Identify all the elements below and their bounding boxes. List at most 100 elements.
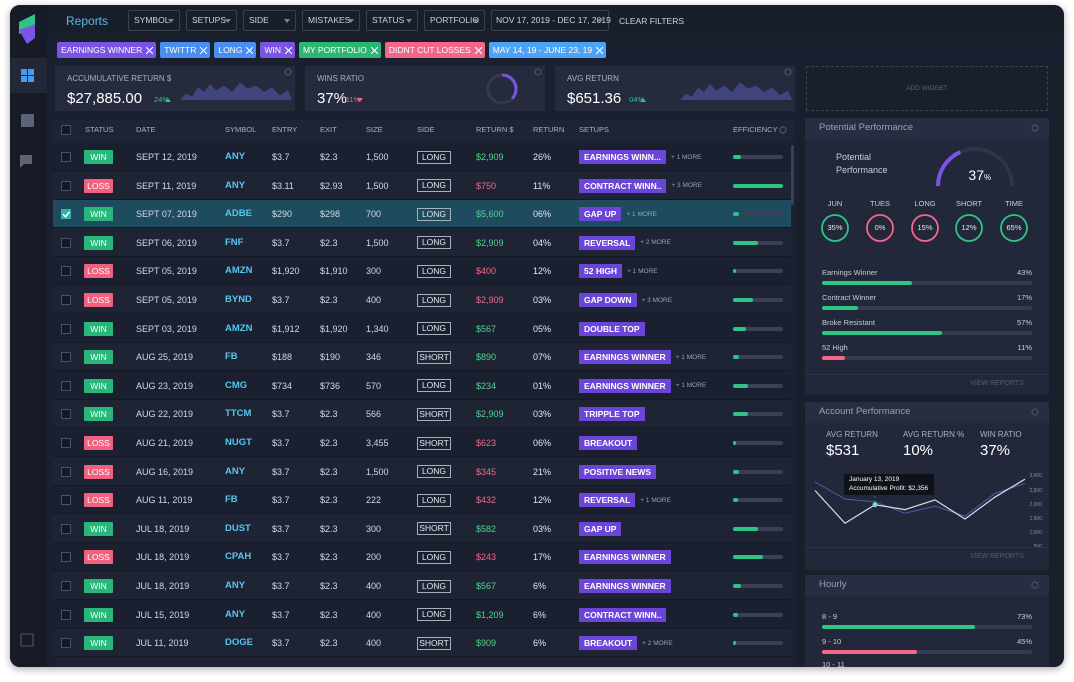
- chip-close[interactable]: [370, 46, 378, 54]
- filter-chip[interactable]: EARNINGS WINNER: [57, 42, 157, 58]
- clear-filters[interactable]: CLEAR FILTERS: [619, 16, 685, 26]
- sidebar-active: [10, 58, 47, 93]
- more-setups[interactable]: + 1 MORE: [670, 153, 702, 161]
- row-checkbox[interactable]: [61, 523, 71, 534]
- row-checkbox[interactable]: [61, 581, 71, 591]
- filter-dropdown[interactable]: SETUPS: [186, 10, 237, 31]
- setup-badge[interactable]: DOUBLE TOP: [579, 321, 645, 336]
- filter-chip[interactable]: MAY 14, 19 - JUNE 23, 19: [488, 42, 607, 58]
- setup-badge[interactable]: REVERSAL: [579, 493, 636, 508]
- row-checkbox[interactable]: [61, 237, 71, 248]
- add-widget-label[interactable]: ADD WIDGET: [906, 85, 948, 92]
- table-row[interactable]: [53, 629, 791, 658]
- setup-badge[interactable]: EARNINGS WINNER: [579, 378, 671, 393]
- table-row[interactable]: [53, 486, 791, 515]
- more-setups[interactable]: + 2 MORE: [642, 639, 673, 647]
- more-setups[interactable]: + 3 MORE: [641, 296, 673, 304]
- filter-chip[interactable]: TWITTR: [160, 42, 211, 58]
- filter-dropdown[interactable]: MISTAKES: [302, 10, 360, 31]
- bar-track: [822, 281, 1032, 285]
- table-row[interactable]: [53, 143, 791, 171]
- setup-badge[interactable]: 52 HIGH: [579, 264, 623, 279]
- row-checkbox[interactable]: [61, 409, 71, 420]
- filter-dropdown[interactable]: SYMBOL: [128, 10, 180, 31]
- more-setups[interactable]: + 1 MORE: [675, 353, 707, 361]
- row-checkbox[interactable]: [61, 209, 71, 220]
- setup-badge[interactable]: POSITIVE NEWS: [579, 464, 657, 479]
- status-badge: WIN: [84, 607, 113, 622]
- view-reports[interactable]: VIEW REPORTS: [970, 553, 1024, 560]
- row-checkbox[interactable]: [61, 380, 71, 391]
- return-usd: $750: [476, 180, 497, 191]
- filter-chip[interactable]: MY PORTFOLIO: [298, 42, 381, 58]
- table-row[interactable]: [53, 171, 791, 200]
- row-checkbox[interactable]: [61, 638, 71, 649]
- table-row[interactable]: [53, 457, 791, 486]
- exit: $2.3: [320, 552, 338, 563]
- setup-badge[interactable]: BREAKOUT: [579, 436, 638, 450]
- table-row[interactable]: [53, 286, 791, 314]
- symbol: ANY: [225, 580, 246, 591]
- more-setups[interactable]: + 1 MORE: [640, 496, 671, 504]
- entry: $290: [272, 209, 293, 220]
- chip-close[interactable]: [284, 46, 292, 54]
- setup-badge[interactable]: GAP UP: [579, 207, 622, 222]
- row-checkbox[interactable]: [61, 352, 71, 363]
- table-row[interactable]: [53, 600, 791, 629]
- entry: $3.7: [272, 152, 290, 162]
- filter-chip[interactable]: WIN: [260, 42, 295, 58]
- chip-close[interactable]: [474, 46, 482, 54]
- chip-close[interactable]: [596, 46, 604, 54]
- chip-close[interactable]: [246, 46, 254, 54]
- setup-badge[interactable]: TRIPPLE TOP: [579, 407, 645, 422]
- more-setups[interactable]: + 2 MORE: [640, 239, 671, 247]
- table-row[interactable]: [53, 400, 791, 429]
- setup-badge[interactable]: EARNINGS WINNER: [579, 350, 671, 365]
- more-setups[interactable]: + 1 MORE: [627, 267, 658, 275]
- setup-badge[interactable]: CONTRACT WINN..: [579, 607, 667, 622]
- filter-dropdown[interactable]: PORTFOLIO: [424, 10, 485, 31]
- chip-close[interactable]: [200, 46, 208, 54]
- setup-badge[interactable]: GAP DOWN: [579, 293, 637, 307]
- setup-badge[interactable]: EARNINGS WINNER: [579, 579, 671, 593]
- row-checkbox[interactable]: [61, 466, 71, 477]
- filter-chip[interactable]: DIDNT CUT LOSSES: [384, 42, 485, 58]
- more-setups[interactable]: + 1 MORE: [626, 210, 657, 218]
- table-row[interactable]: [53, 314, 791, 343]
- setup-badge[interactable]: REVERSAL: [579, 235, 636, 250]
- header-checkbox[interactable]: [61, 125, 71, 135]
- more-setups[interactable]: + 1 MORE: [675, 382, 707, 390]
- row-checkbox[interactable]: [61, 609, 71, 620]
- card-title-bar: [805, 575, 1049, 596]
- chip-close[interactable]: [146, 46, 154, 54]
- return-usd: $2,909: [476, 295, 504, 305]
- setup-badge[interactable]: GAP UP: [579, 521, 622, 536]
- row-checkbox[interactable]: [61, 266, 71, 277]
- row-checkbox[interactable]: [61, 295, 71, 305]
- add-widget[interactable]: [806, 66, 1048, 111]
- date: SEPT 07, 2019: [136, 209, 197, 220]
- date-dropdown[interactable]: NOV 17, 2019 - DEC 17, 2019: [491, 10, 611, 31]
- row-checkbox[interactable]: [61, 180, 71, 191]
- setup-badge[interactable]: BREAKOUT: [579, 636, 638, 651]
- row-checkbox[interactable]: [61, 495, 71, 506]
- setup-badge[interactable]: EARNINGS WINNER: [579, 550, 671, 565]
- view-reports[interactable]: VIEW REPORTS: [970, 380, 1024, 387]
- filter-chip[interactable]: LONG: [214, 42, 257, 58]
- filter-dropdown[interactable]: SIDE: [243, 10, 296, 31]
- table-row[interactable]: [53, 514, 791, 543]
- table-row[interactable]: [53, 257, 791, 286]
- setup-badge[interactable]: CONTRACT WINN..: [579, 178, 667, 193]
- table-row[interactable]: [53, 429, 791, 457]
- row-checkbox[interactable]: [61, 438, 71, 448]
- table-row[interactable]: [53, 228, 791, 257]
- exit: $736: [320, 380, 341, 391]
- filter-dropdown[interactable]: STATUS: [366, 10, 418, 31]
- row-checkbox[interactable]: [61, 552, 71, 563]
- setup-badge[interactable]: EARNINGS WINN...: [579, 150, 666, 164]
- more-setups[interactable]: + 3 MORE: [671, 182, 702, 190]
- table-row[interactable]: [53, 200, 791, 229]
- bar-value: 11%: [1017, 343, 1032, 352]
- row-checkbox[interactable]: [61, 152, 71, 162]
- row-checkbox[interactable]: [61, 323, 71, 334]
